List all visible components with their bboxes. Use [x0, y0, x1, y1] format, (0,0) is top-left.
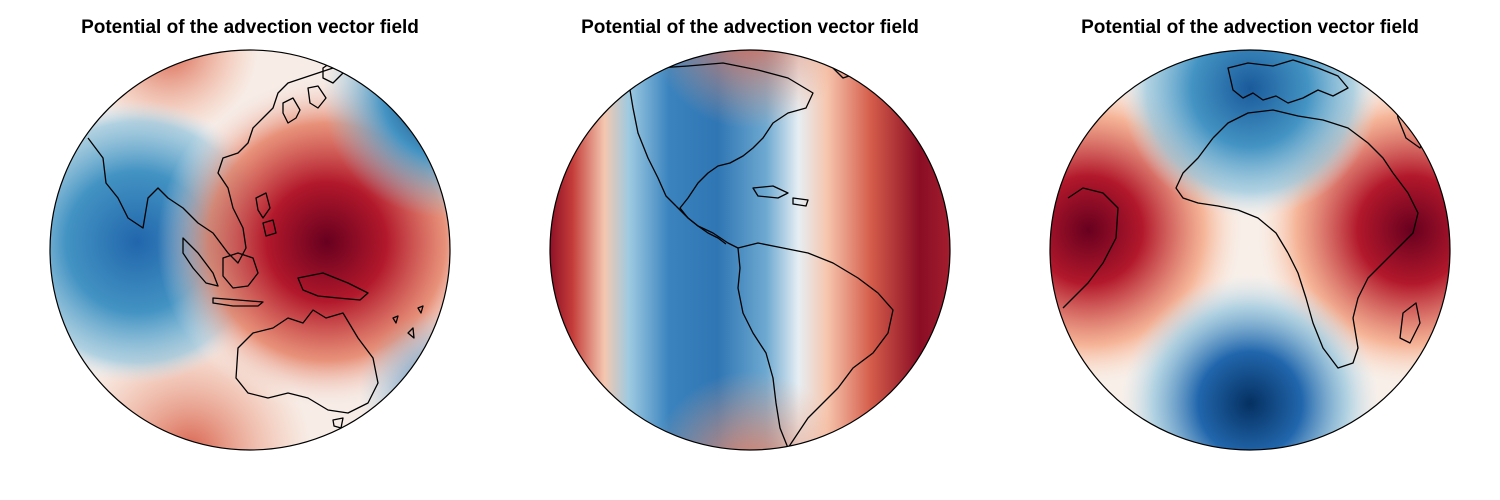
coastline-australia — [235, 309, 379, 414]
coastline-new-guinea — [297, 272, 369, 301]
globe-outline — [1049, 49, 1451, 451]
map-panel-3: Potential of the advection vector field — [1000, 0, 1500, 500]
map-title: Potential of the advection vector field — [1081, 17, 1419, 38]
coastline-sumatra — [182, 237, 219, 287]
globe-outline — [49, 49, 451, 451]
coastline-java — [212, 297, 264, 307]
coastline-brazil — [1062, 187, 1119, 309]
coastline-asia — [87, 62, 349, 264]
coastline-caribbean — [752, 185, 809, 207]
coastline-north-africa — [1212, 109, 1394, 174]
orthographic-globe — [1049, 49, 1451, 451]
coastline-south-africa — [1287, 252, 1359, 369]
coastline-borneo — [222, 252, 259, 289]
coastline-madagascar — [1399, 302, 1421, 344]
coastline-east-africa — [1352, 172, 1419, 319]
map-title: Potential of the advection vector field — [581, 17, 919, 38]
coastline-west-africa — [1175, 137, 1289, 254]
map-title: Potential of the advection vector field — [81, 17, 419, 38]
coastline-central-america — [675, 205, 739, 249]
map-panel-2: Potential of the advection vector field — [500, 0, 1000, 500]
globe-outline — [549, 49, 951, 451]
orthographic-globe — [49, 49, 451, 451]
coastline-islands — [392, 305, 424, 339]
coastline-europe — [1227, 59, 1349, 104]
map-panel-1: Potential of the advection vector field — [0, 0, 500, 500]
coastline-south-america — [737, 242, 894, 449]
coastline-gulf — [627, 77, 677, 207]
coastline-philippines — [255, 192, 277, 237]
orthographic-globe — [549, 49, 951, 451]
